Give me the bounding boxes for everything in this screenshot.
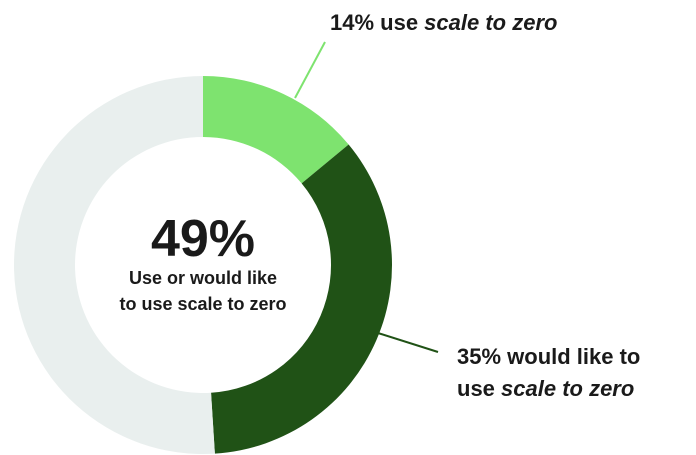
leader-line-would-like (377, 332, 439, 353)
donut-slice-2 (13, 76, 215, 455)
center-percentage: 49% (151, 210, 255, 268)
annotation-2-prefix: use (457, 376, 501, 401)
center-caption-line-2: to use scale to zero (119, 294, 286, 314)
center-caption-line-1: Use or would like (129, 268, 277, 288)
annotation-1-prefix: 14% use (330, 10, 424, 35)
annotation-would-like-line-1: 35% would like to (457, 344, 640, 369)
annotation-would-like-line-2: use scale to zero (457, 376, 634, 401)
annotation-1-emphasis: scale to zero (424, 10, 557, 35)
annotation-2-emphasis: scale to zero (501, 376, 634, 401)
donut-slices (13, 76, 393, 455)
annotation-use-scale-to-zero: 14% use scale to zero (330, 10, 557, 35)
donut-slice-1 (211, 144, 393, 454)
donut-slice-0 (203, 76, 349, 184)
leader-line-use-scale-to-zero (294, 41, 326, 99)
